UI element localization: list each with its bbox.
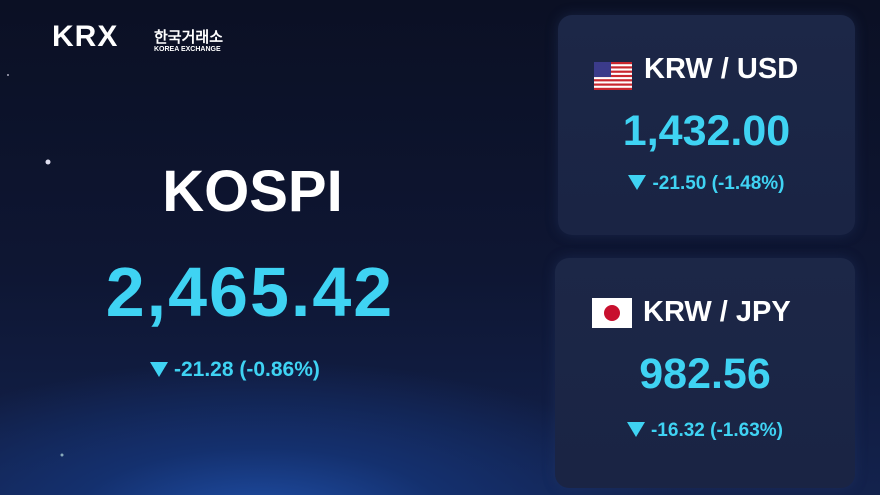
down-arrow bbox=[626, 422, 645, 437]
index-name: KOSPI bbox=[162, 159, 343, 224]
index-value: 2,465.42 bbox=[105, 253, 395, 331]
fx-change: -16.32 (-1.63%) bbox=[555, 420, 855, 442]
logo-english: KOREA EXCHANGE bbox=[154, 46, 221, 53]
fx-value: 1,432.00 bbox=[622, 107, 791, 155]
fx-pair: KRW / USD bbox=[644, 53, 799, 85]
logo-korean: 한국거래소 bbox=[154, 29, 224, 46]
sparkle bbox=[60, 453, 64, 457]
fx-change: -21.50 (-1.48%) bbox=[558, 173, 855, 195]
logo-brand: KRX bbox=[52, 20, 119, 53]
us-flag bbox=[594, 62, 632, 90]
sparkle bbox=[7, 74, 9, 76]
fx-card: KRW / USD 1,432.00 -21.50 (-1.48%) bbox=[558, 15, 855, 235]
index-change: -21.28 (-0.86%) bbox=[150, 358, 320, 382]
sparkle bbox=[45, 159, 51, 165]
jp-flag bbox=[592, 298, 632, 328]
fx-value: 982.56 bbox=[639, 350, 771, 398]
change-text: -21.50 (-1.48%) bbox=[652, 173, 785, 194]
fx-pair: KRW / JPY bbox=[643, 296, 791, 328]
change-text: -21.28 (-0.86%) bbox=[174, 358, 320, 381]
change-text: -16.32 (-1.63%) bbox=[650, 420, 783, 441]
fx-card: KRW / JPY 982.56 -16.32 (-1.63%) bbox=[555, 258, 855, 488]
down-arrow bbox=[628, 175, 647, 190]
down-arrow bbox=[150, 362, 168, 377]
